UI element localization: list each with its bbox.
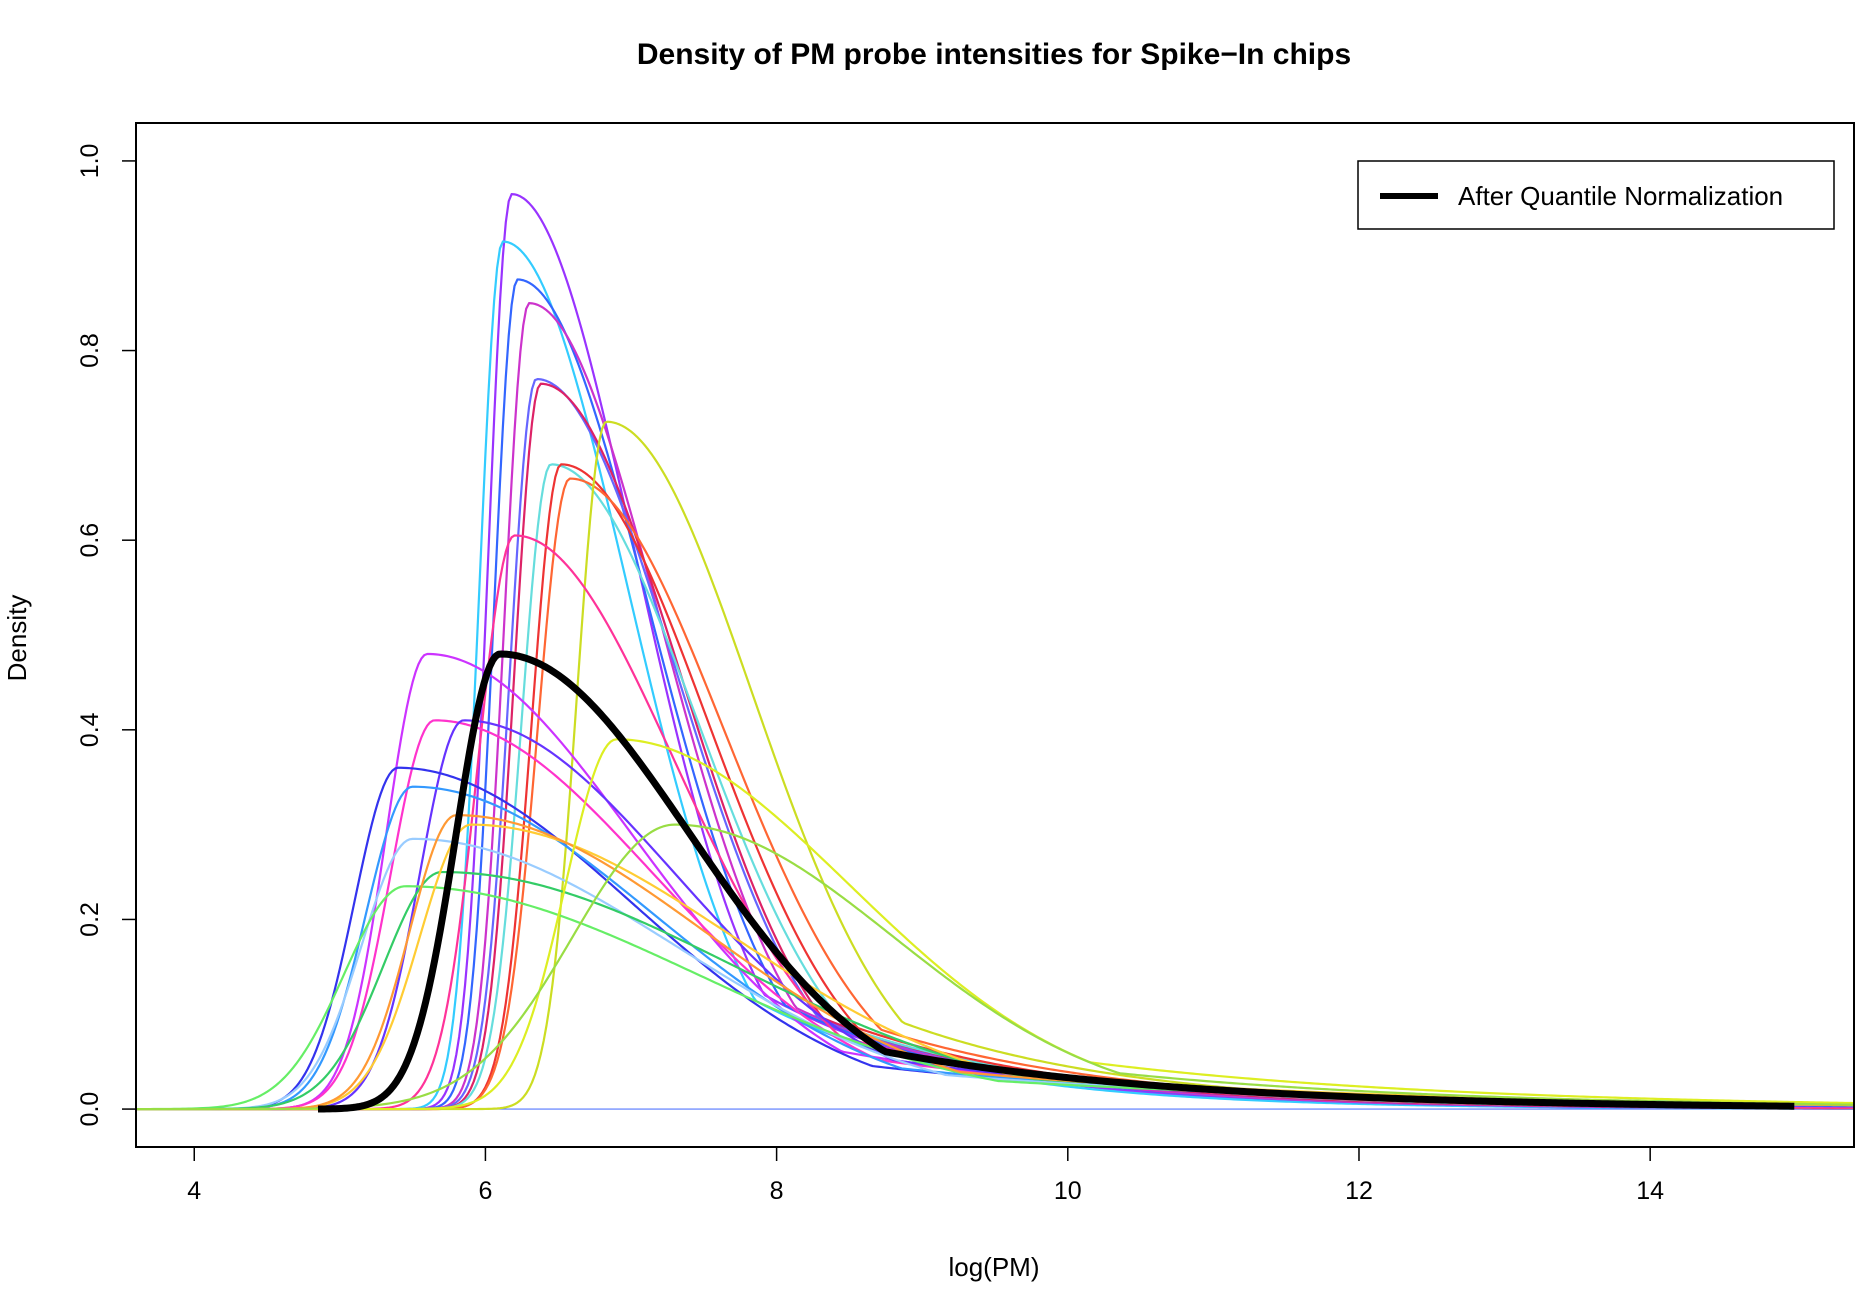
x-tick-label: 14 bbox=[1636, 1177, 1664, 1205]
series-layer bbox=[136, 193, 1854, 1113]
y-axis-label: Density bbox=[2, 595, 32, 682]
plot-frame bbox=[135, 122, 1855, 1148]
legend-label-quantile: After Quantile Normalization bbox=[1458, 181, 1783, 211]
series-line-chip-23 bbox=[136, 823, 1854, 1111]
series-line-chip-12 bbox=[136, 652, 1854, 1111]
plot-area bbox=[136, 193, 1854, 1113]
legend: After Quantile Normalization bbox=[1357, 160, 1835, 230]
x-tick-label: 4 bbox=[187, 1177, 201, 1205]
series-line-chip-22 bbox=[136, 738, 1854, 1111]
series-line-chip-16 bbox=[136, 785, 1854, 1111]
y-tick-label: 0.2 bbox=[76, 902, 104, 937]
x-axis: 4 6 8 10 12 14 bbox=[187, 1147, 1664, 1205]
x-tick-label: 10 bbox=[1054, 1177, 1082, 1205]
y-axis: 0.0 0.2 0.4 0.6 0.8 1.0 bbox=[76, 144, 136, 1127]
chart-title: Density of PM probe intensities for Spik… bbox=[637, 38, 1351, 71]
series-line-chip-2 bbox=[136, 240, 1854, 1111]
x-tick-label: 12 bbox=[1345, 1177, 1373, 1205]
x-tick-label: 8 bbox=[770, 1177, 784, 1205]
y-tick-label: 1.0 bbox=[76, 144, 104, 179]
series-line-quantile-normalized bbox=[317, 650, 1795, 1113]
y-tick-label: 0.6 bbox=[76, 523, 104, 558]
series-line-chip-3 bbox=[136, 278, 1854, 1111]
y-tick-label: 0.0 bbox=[76, 1092, 104, 1127]
x-tick-label: 6 bbox=[478, 1177, 492, 1205]
y-tick-label: 0.8 bbox=[76, 333, 104, 368]
series-line-chip-1 bbox=[136, 193, 1854, 1111]
y-tick-label: 0.4 bbox=[76, 712, 104, 747]
series-line-chip-10 bbox=[136, 420, 1854, 1111]
series-line-chip-11 bbox=[136, 534, 1854, 1111]
x-axis-label: log(PM) bbox=[948, 1252, 1039, 1282]
series-line-chip-9 bbox=[136, 477, 1854, 1111]
